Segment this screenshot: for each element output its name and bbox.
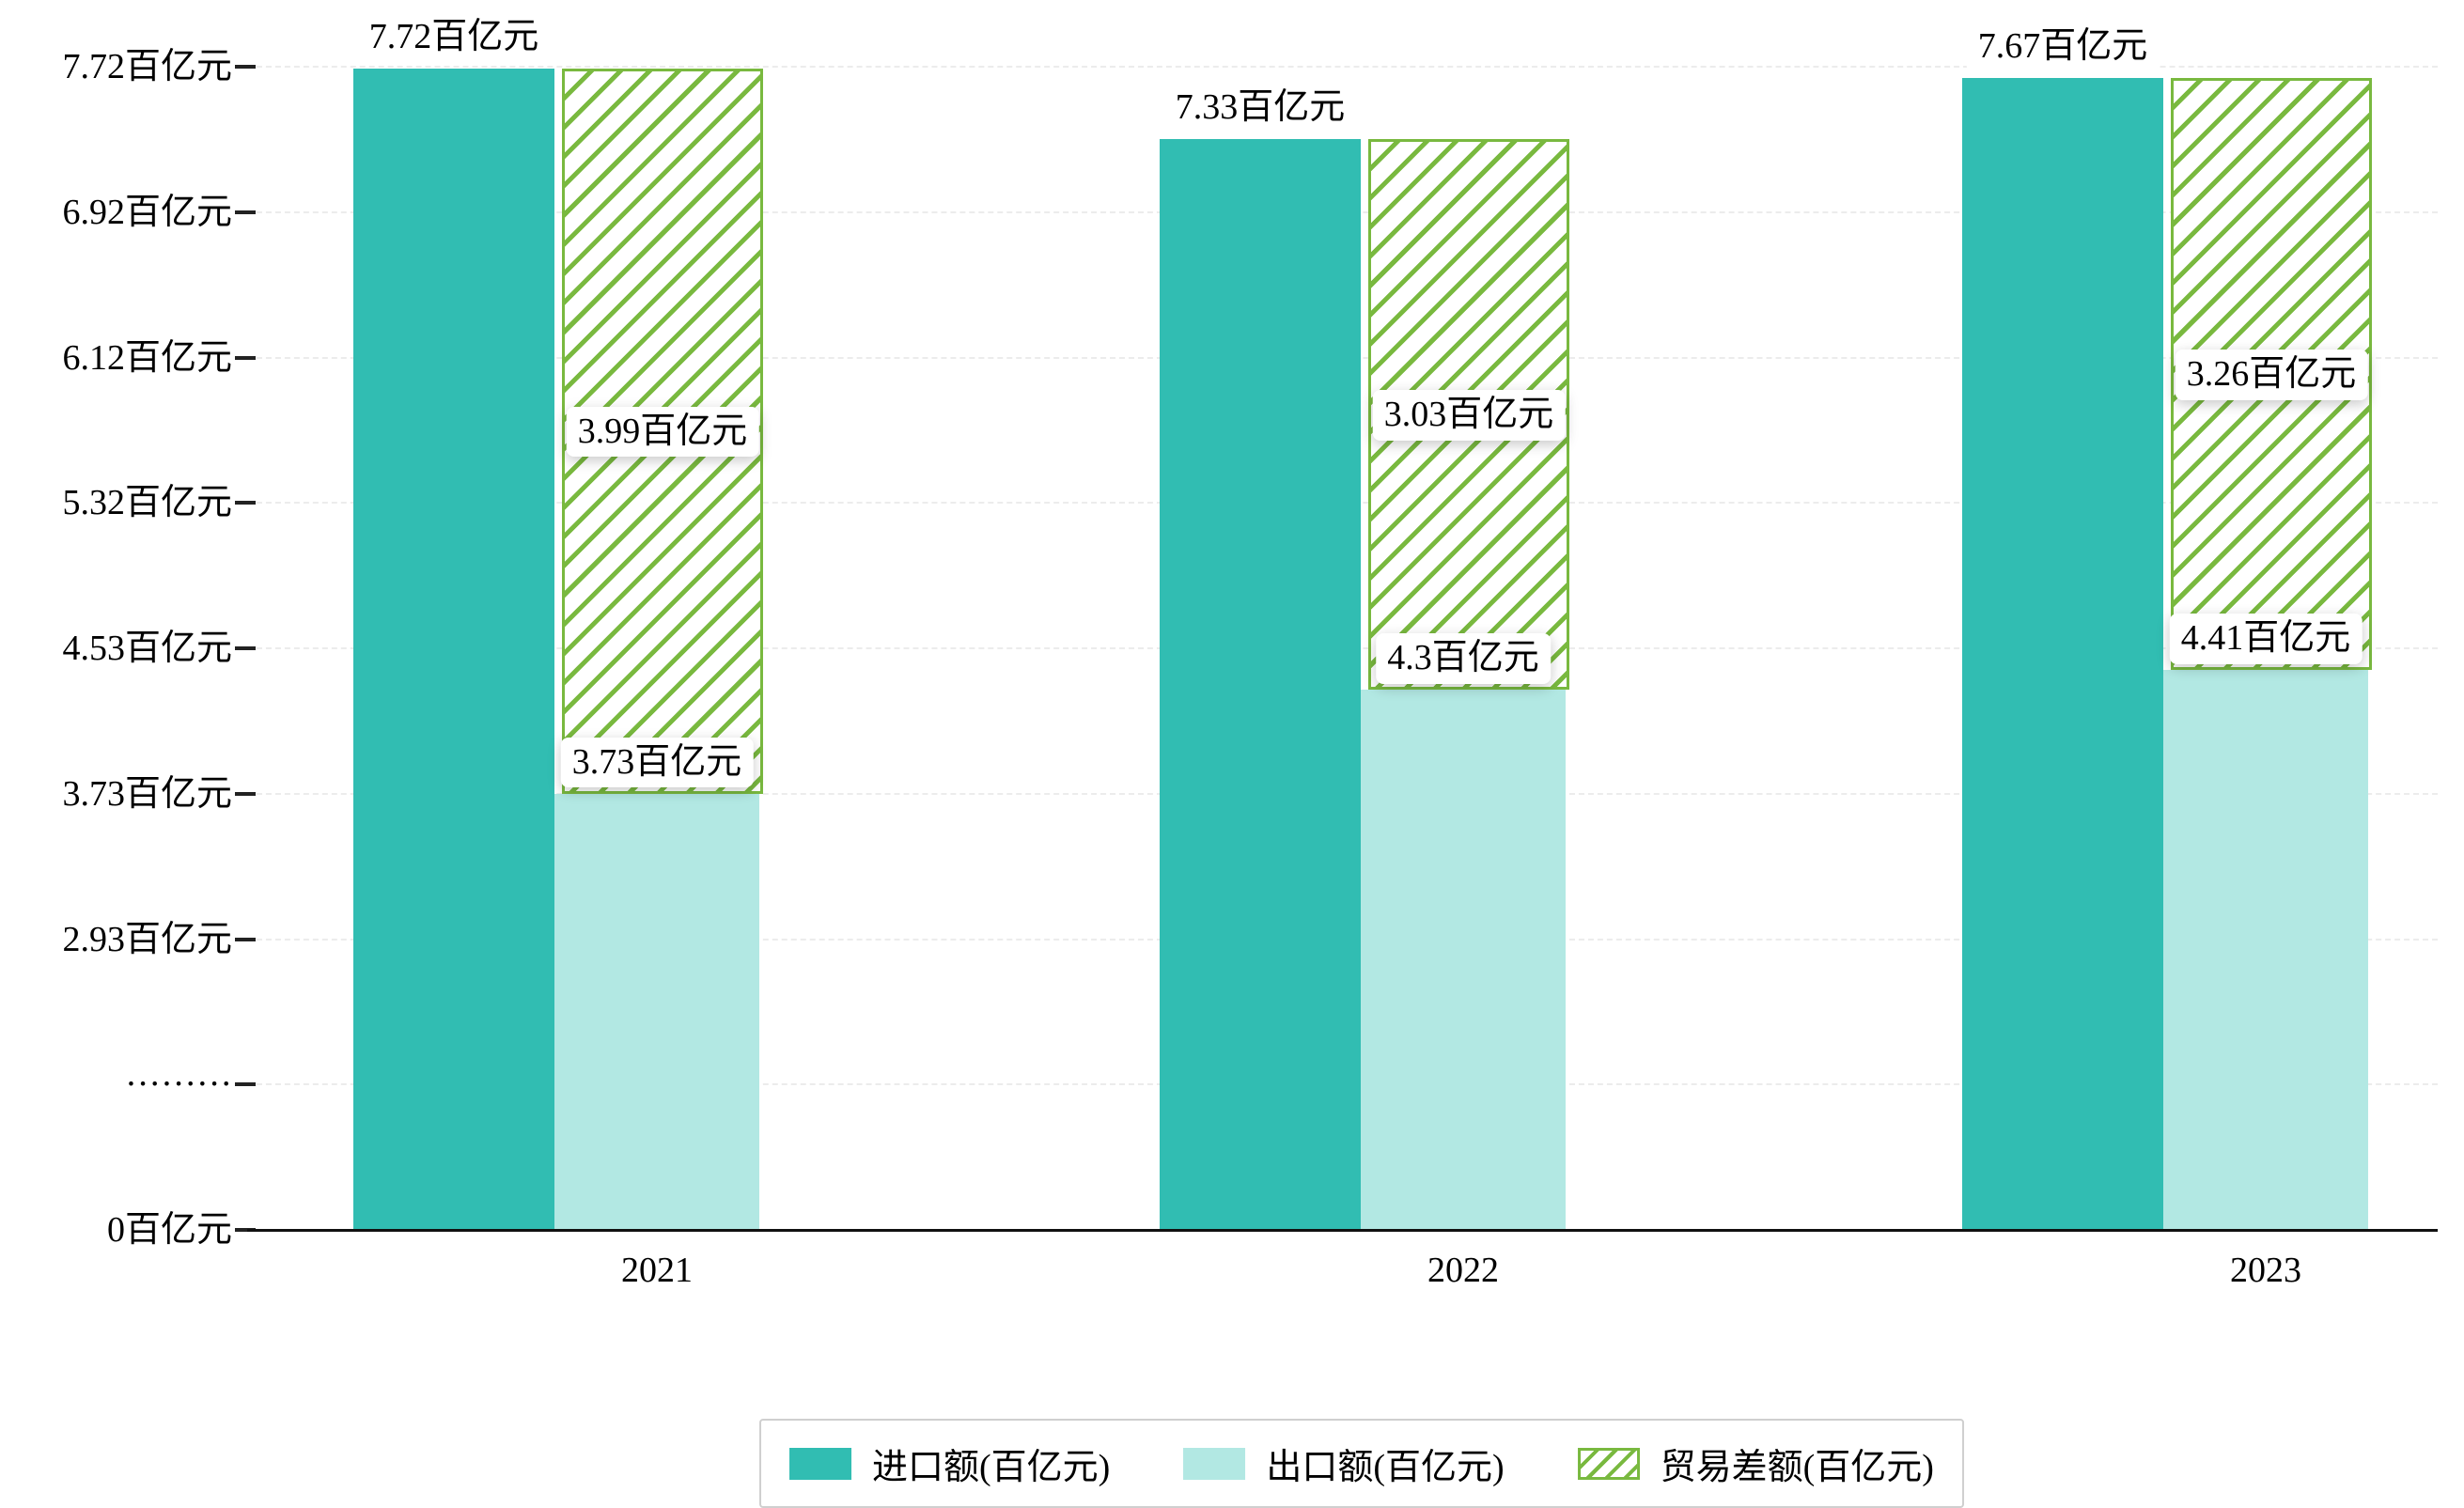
y-tick-label: 4.53百亿元 <box>62 629 232 668</box>
y-tick-label: 2.93百亿元 <box>62 919 232 959</box>
legend-label-export: 出口额(百亿元) <box>1266 1448 1505 1487</box>
legend-label-import: 进口额(百亿元) <box>872 1448 1111 1487</box>
y-tick-label: 7.72百亿元 <box>62 47 232 86</box>
legend-label-trade-gap: 贸易差额(百亿元) <box>1660 1448 1934 1487</box>
y-tick-mark <box>235 646 256 650</box>
export-value-label: 4.3百亿元 <box>1376 633 1551 685</box>
y-tick-label: 5.32百亿元 <box>62 483 232 523</box>
legend-item-import: 进口额(百亿元) <box>789 1438 1110 1489</box>
import-value-label: 7.72百亿元 <box>357 11 551 63</box>
export-value-label: 4.41百亿元 <box>2169 614 2363 664</box>
y-tick-mark <box>235 1228 256 1232</box>
export-bar <box>554 793 759 1230</box>
y-tick-label: 6.92百亿元 <box>62 192 232 232</box>
y-tick-mark <box>235 1082 256 1087</box>
import-bar <box>1962 77 2163 1230</box>
import-value-label: 7.67百亿元 <box>1966 21 2160 72</box>
y-tick-label: ········· <box>125 1065 232 1105</box>
y-gridline <box>247 66 2438 68</box>
import-value-label: 7.33百亿元 <box>1163 83 1357 133</box>
import-bar <box>1160 139 1361 1230</box>
trade-gap-value-label: 3.26百亿元 <box>2175 349 2368 400</box>
y-tick-mark <box>235 355 256 360</box>
y-tick-label: 0百亿元 <box>106 1210 232 1250</box>
legend-item-export: 出口额(百亿元) <box>1183 1438 1505 1489</box>
y-tick-label: 6.12百亿元 <box>62 337 232 378</box>
y-tick-label: 3.73百亿元 <box>62 773 232 814</box>
trade-gap-value-label: 3.03百亿元 <box>1372 390 1566 442</box>
import-bar <box>353 68 554 1230</box>
trade-gap-hatch-swatch-icon <box>1577 1447 1640 1480</box>
y-tick-mark <box>235 937 256 941</box>
legend-item-trade-gap: 贸易差额(百亿元) <box>1577 1438 1934 1489</box>
y-tick-mark <box>235 501 256 505</box>
export-swatch-icon <box>1183 1447 1246 1480</box>
import-swatch-icon <box>789 1447 852 1480</box>
y-tick-mark <box>235 65 256 69</box>
export-bar <box>2163 670 2368 1230</box>
y-tick-mark <box>235 791 256 796</box>
legend: 进口额(百亿元) 出口额(百亿元) 贸易差额(百亿元) <box>759 1419 1964 1508</box>
x-axis-line <box>247 1229 2438 1232</box>
x-tick-label: 2022 <box>1427 1251 1499 1290</box>
export-value-label: 3.73百亿元 <box>560 737 754 788</box>
x-tick-label: 2023 <box>2230 1251 2301 1290</box>
trade-gap-value-label: 3.99百亿元 <box>566 406 759 458</box>
export-bar <box>1361 690 1566 1230</box>
y-tick-mark <box>235 210 256 214</box>
x-tick-label: 2021 <box>621 1251 693 1290</box>
